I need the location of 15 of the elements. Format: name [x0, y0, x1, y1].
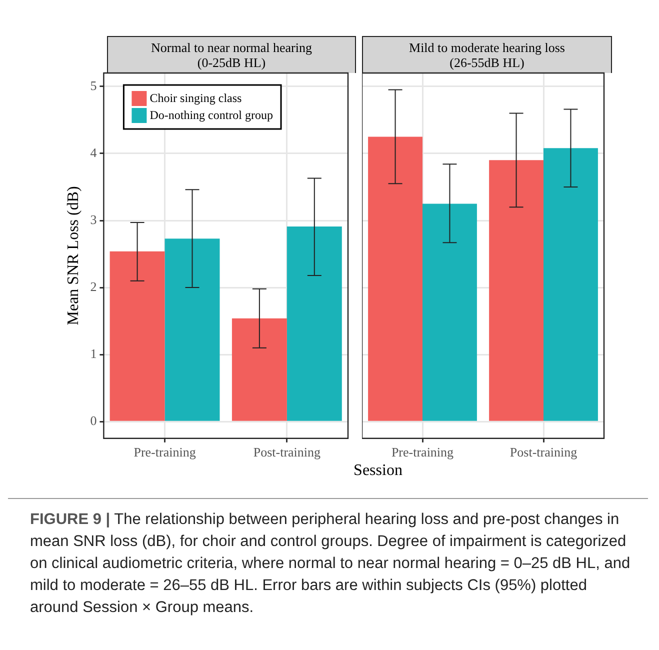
legend-label: Choir singing class	[150, 91, 242, 106]
y-tick-label: 1	[90, 346, 97, 362]
legend-label: Do-nothing control group	[150, 108, 274, 122]
y-tick-label: 2	[90, 278, 97, 294]
caption: FIGURE 9 | The relationship between peripheral hearing loss and pre-post changes in mean SNR loss (dB), for choir and control groups. Degree of impairment is categorized on clinical audiometric criteria, where normal to near normal hearing = 0–25 dB HL, and mild to moderate = 26–55 dB HL. Error bars are within subjects CIs (95%) plotted around Session × Group means.	[30, 511, 630, 616]
x-tick-label: Pre-training	[391, 444, 454, 460]
x-tick-label: Post-training	[510, 444, 578, 460]
x-tick-label: Pre-training	[134, 444, 196, 460]
y-axis-title: Mean SNR Loss (dB)	[64, 186, 82, 326]
y-tick-label: 0	[90, 413, 97, 428]
x-axis-title: Session	[352, 462, 404, 480]
y-tick-label: 5	[90, 78, 97, 93]
y-tick-label: 4	[90, 144, 98, 160]
x-tick-label: Post-training	[253, 444, 322, 460]
y-tick-label: 3	[90, 212, 97, 227]
